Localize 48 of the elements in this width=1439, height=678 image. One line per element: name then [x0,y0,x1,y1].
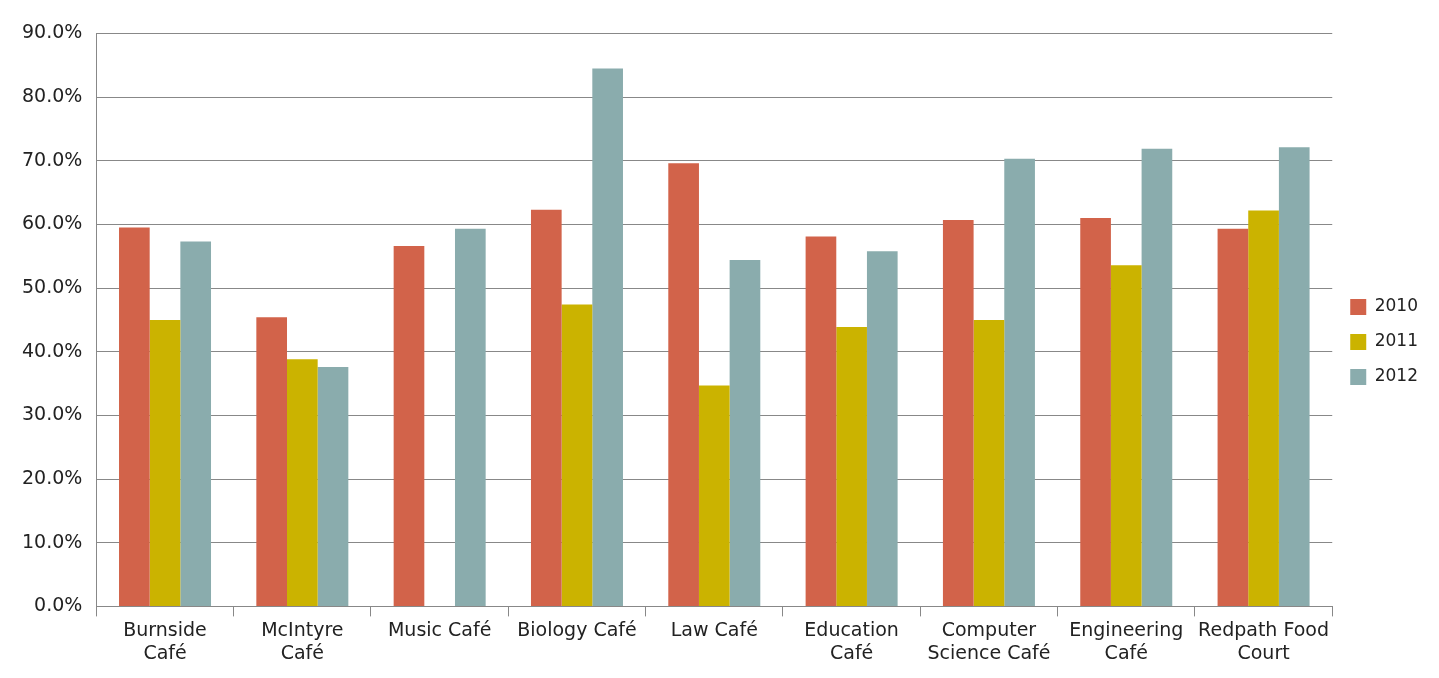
x-tick-label: Law Café [670,617,758,640]
bar [454,228,486,606]
bar [119,227,150,606]
bar [729,260,761,606]
bar [1141,148,1173,606]
bar [317,367,349,606]
legend-label: 2012 [1374,365,1418,386]
bar [1217,228,1249,606]
bar [561,304,593,606]
x-tick-label: Engineering Café [1069,617,1184,663]
bar [836,326,867,606]
bar [530,209,562,606]
bar [1278,147,1310,606]
y-tick-label: 0.0% [34,593,83,616]
y-tick-label: 80.0% [22,84,83,106]
x-tick-label: Music Café [387,617,492,640]
y-tick-label: 60.0% [22,211,83,234]
y-tick-label: 40.0% [22,338,83,361]
bar [698,385,730,606]
y-tick-label: 20.0% [22,466,83,488]
y-tick-label: 70.0% [22,147,83,170]
x-tick-label: Biology Café [517,617,637,640]
x-tick-label: Education Café [804,617,899,663]
y-tick-label: 50.0% [22,275,83,297]
bar [942,219,974,606]
x-tick-label: McIntyre Café [261,617,344,663]
bar [287,359,318,606]
x-tick-label: Burnside Café [123,617,207,663]
x-tick-label: Computer Science Café [927,617,1051,663]
y-tick-label: 30.0% [22,402,83,425]
y-tick-label: 10.0% [22,529,83,552]
x-tick-label: Redpath Food Court [1198,617,1330,663]
bar [180,241,212,606]
bar [805,236,837,606]
bar [1110,265,1142,606]
bar [393,246,425,606]
legend-label: 2011 [1374,330,1418,351]
bar [592,68,623,606]
bar [866,251,898,606]
bar [1248,210,1279,606]
bar [149,319,181,606]
bar [1080,218,1111,606]
bar [1004,158,1035,606]
bar [668,163,699,606]
y-tick-label: 90.0% [22,20,83,43]
bar [256,317,287,606]
bar [973,319,1005,606]
legend-label: 2010 [1374,295,1418,316]
